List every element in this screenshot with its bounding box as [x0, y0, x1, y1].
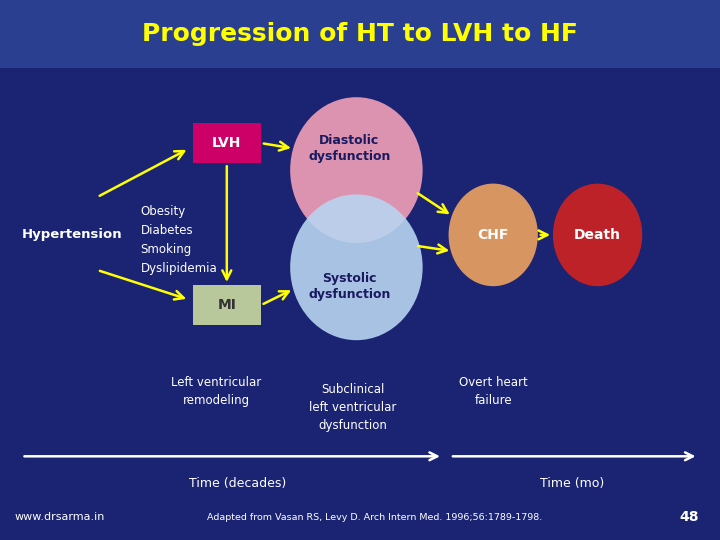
Text: Death: Death — [574, 228, 621, 242]
Text: Time (mo): Time (mo) — [540, 477, 605, 490]
Ellipse shape — [290, 194, 423, 340]
Ellipse shape — [553, 184, 642, 286]
Text: Progression of HT to LVH to HF: Progression of HT to LVH to HF — [142, 22, 578, 46]
Ellipse shape — [449, 184, 538, 286]
Text: Hypertension: Hypertension — [22, 228, 122, 241]
Ellipse shape — [290, 97, 423, 243]
Text: Subclinical
left ventricular
dysfunction: Subclinical left ventricular dysfunction — [309, 383, 397, 432]
Text: 48: 48 — [679, 510, 698, 524]
Text: CHF: CHF — [477, 228, 509, 242]
Text: Left ventricular
remodeling: Left ventricular remodeling — [171, 376, 261, 407]
FancyBboxPatch shape — [0, 0, 720, 68]
Text: Overt heart
failure: Overt heart failure — [459, 376, 528, 407]
FancyBboxPatch shape — [193, 123, 261, 163]
FancyBboxPatch shape — [193, 285, 261, 325]
Text: Adapted from Vasan RS, Levy D. Arch Intern Med. 1996;56:1789-1798.: Adapted from Vasan RS, Levy D. Arch Inte… — [207, 513, 542, 522]
Text: LVH: LVH — [212, 136, 241, 150]
Text: Diastolic
dysfunction: Diastolic dysfunction — [308, 134, 390, 163]
Text: MI: MI — [217, 298, 236, 312]
Text: www.drsarma.in: www.drsarma.in — [14, 512, 105, 522]
Text: Obesity
Diabetes
Smoking
Dyslipidemia: Obesity Diabetes Smoking Dyslipidemia — [140, 205, 217, 275]
Text: Systolic
dysfunction: Systolic dysfunction — [308, 272, 390, 301]
Text: Time (decades): Time (decades) — [189, 477, 287, 490]
